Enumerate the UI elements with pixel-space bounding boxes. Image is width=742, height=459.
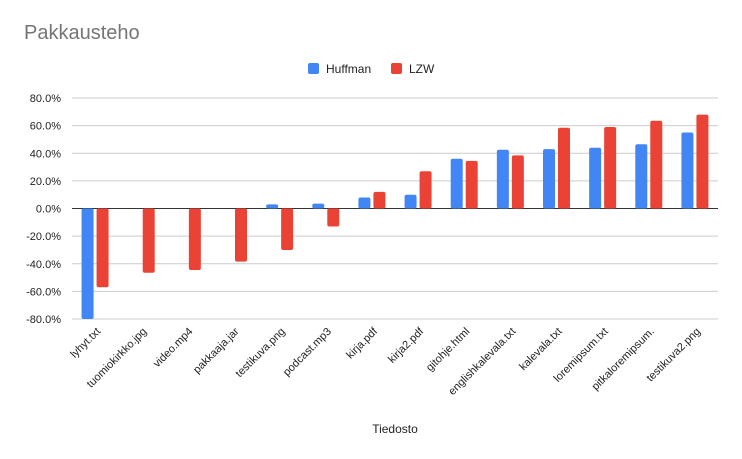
bar-lzw [696, 114, 709, 209]
bar-huffman [81, 208, 94, 319]
y-tick-label: 20.0% [30, 176, 61, 188]
x-tick-label: podcast.mp3 [281, 326, 334, 379]
bar-lzw [327, 208, 340, 227]
y-tick-label: -20.0% [26, 231, 61, 243]
bar-lzw [281, 208, 294, 250]
y-tick-label: 0.0% [36, 204, 61, 216]
bar-huffman [681, 132, 694, 209]
x-tick-label: testikuva.png [233, 326, 287, 380]
bar-huffman [358, 197, 371, 209]
bar-huffman [496, 149, 509, 209]
legend-swatch-lzw [391, 63, 402, 74]
bar-huffman [404, 194, 417, 209]
legend-label-huffman: Huffman [326, 62, 371, 76]
bar-lzw [188, 208, 201, 270]
x-tick-label: gitohje.html [424, 326, 472, 374]
y-tick-label: -80.0% [26, 314, 61, 326]
bar-lzw [235, 208, 247, 262]
bar-huffman [450, 158, 463, 209]
bar-lzw [604, 127, 617, 209]
bar-huffman [312, 203, 325, 209]
legend-swatch-huffman [308, 63, 319, 74]
bar-lzw [96, 208, 109, 288]
bar-lzw [373, 191, 386, 209]
bar-huffman [266, 204, 279, 209]
bar-lzw [558, 127, 570, 209]
chart-title: Pakkausteho [24, 22, 140, 44]
bar-lzw [511, 155, 524, 209]
x-axis-title: Tiedosto [372, 422, 418, 436]
x-tick-label: video.mp4 [151, 326, 195, 370]
bar-huffman [543, 149, 555, 209]
y-tick-label: 80.0% [30, 93, 61, 105]
y-tick-label: -60.0% [26, 286, 61, 298]
y-tick-label: 60.0% [30, 121, 61, 133]
legend-label-lzw: LZW [409, 62, 435, 76]
bar-huffman [635, 144, 648, 209]
x-tick-label: kirja2.pdf [386, 325, 427, 366]
x-tick-label: lyhyt.txt [68, 326, 103, 361]
bar-lzw [419, 171, 432, 209]
bar-lzw [650, 120, 663, 209]
bar-huffman [589, 147, 602, 209]
y-tick-label: -40.0% [26, 259, 61, 271]
x-tick-label: kalevala.txt [517, 326, 564, 373]
x-tick-label: kirja.pdf [344, 325, 380, 361]
y-tick-label: 40.0% [30, 148, 61, 160]
bar-lzw [142, 208, 155, 273]
x-tick-label: pakkaaja.jar [191, 325, 242, 376]
bar-lzw [465, 160, 478, 209]
